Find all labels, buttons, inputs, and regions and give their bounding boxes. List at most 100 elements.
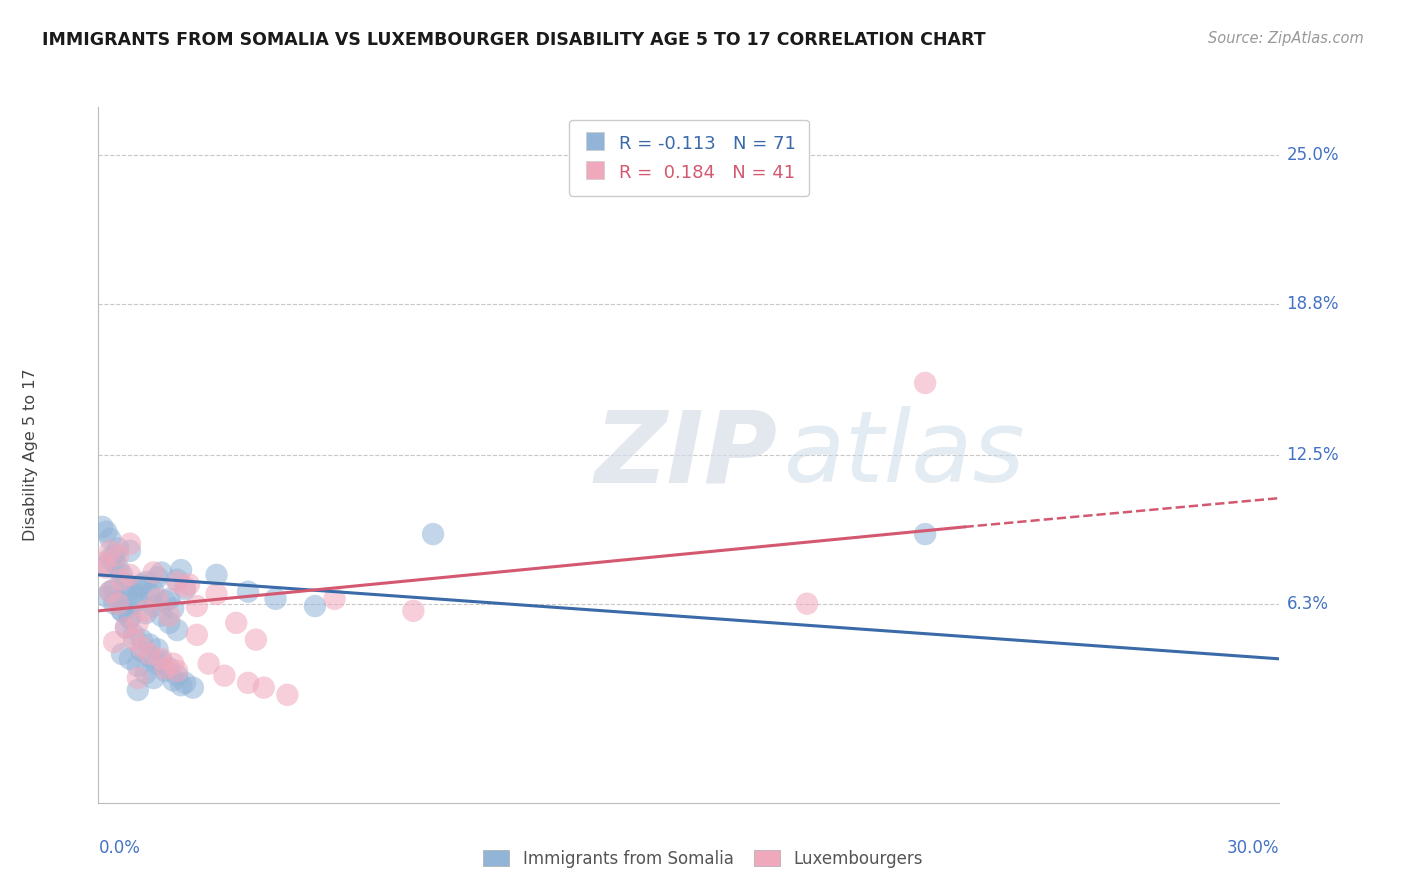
Text: 12.5%: 12.5%: [1286, 446, 1339, 464]
Point: [174, 676, 197, 690]
Point: [146, 642, 169, 657]
Point: [96, 560, 118, 574]
Text: atlas: atlas: [783, 407, 1025, 503]
Point: [162, 601, 184, 615]
Point: [107, 560, 129, 574]
Point: [118, 611, 141, 625]
Point: [214, 668, 236, 682]
Point: [118, 611, 141, 625]
Point: [236, 676, 259, 690]
Point: [111, 567, 134, 582]
Point: [150, 652, 173, 666]
Point: [142, 584, 165, 599]
Point: [162, 673, 184, 688]
Point: [166, 573, 188, 587]
Legend: Immigrants from Somalia, Luxembourgers: Immigrants from Somalia, Luxembourgers: [477, 844, 929, 875]
Point: [157, 608, 180, 623]
Point: [245, 632, 267, 647]
Text: 6.3%: 6.3%: [1286, 595, 1329, 613]
Text: ZIP: ZIP: [595, 407, 778, 503]
Point: [225, 615, 247, 630]
Point: [236, 584, 259, 599]
Text: Disability Age 5 to 17: Disability Age 5 to 17: [24, 368, 38, 541]
Point: [162, 657, 184, 671]
Point: [174, 582, 197, 597]
Point: [127, 580, 149, 594]
Point: [107, 597, 129, 611]
Point: [142, 566, 165, 580]
Point: [422, 527, 444, 541]
Point: [91, 556, 114, 570]
Point: [170, 678, 193, 692]
Point: [103, 635, 125, 649]
Point: [205, 567, 228, 582]
Point: [177, 577, 200, 591]
Point: [111, 604, 134, 618]
Point: [402, 604, 425, 618]
Point: [103, 582, 125, 597]
Point: [107, 594, 129, 608]
Point: [174, 580, 197, 594]
Point: [138, 587, 160, 601]
Point: [135, 604, 157, 618]
Point: [166, 668, 188, 682]
Point: [118, 567, 141, 582]
Text: 18.8%: 18.8%: [1286, 294, 1339, 313]
Point: [135, 575, 157, 590]
Point: [131, 632, 153, 647]
Text: 25.0%: 25.0%: [1286, 146, 1339, 164]
Point: [122, 597, 145, 611]
Point: [127, 591, 149, 606]
Point: [150, 566, 173, 580]
Point: [115, 621, 138, 635]
Point: [107, 549, 129, 563]
Point: [96, 524, 118, 539]
Point: [122, 628, 145, 642]
Text: IMMIGRANTS FROM SOMALIA VS LUXEMBOURGER DISABILITY AGE 5 TO 17 CORRELATION CHART: IMMIGRANTS FROM SOMALIA VS LUXEMBOURGER …: [42, 31, 986, 49]
Point: [253, 681, 276, 695]
Point: [138, 647, 160, 661]
Point: [98, 544, 121, 558]
Point: [186, 628, 208, 642]
Point: [157, 661, 180, 675]
Point: [103, 556, 125, 570]
Point: [186, 599, 208, 613]
Point: [107, 541, 129, 556]
Point: [127, 615, 149, 630]
Point: [96, 590, 118, 604]
Point: [146, 657, 169, 671]
Point: [96, 558, 118, 573]
Point: [103, 597, 125, 611]
Text: Source: ZipAtlas.com: Source: ZipAtlas.com: [1208, 31, 1364, 46]
Point: [111, 604, 134, 618]
Point: [155, 661, 177, 675]
Point: [118, 537, 141, 551]
Point: [170, 563, 193, 577]
Point: [264, 591, 287, 606]
Point: [150, 608, 173, 623]
Point: [166, 664, 188, 678]
Text: 30.0%: 30.0%: [1227, 838, 1279, 857]
Point: [118, 544, 141, 558]
Point: [98, 584, 121, 599]
Point: [131, 640, 153, 654]
Point: [142, 671, 165, 685]
Point: [135, 666, 157, 681]
Point: [914, 376, 936, 390]
Point: [115, 577, 138, 591]
Point: [91, 520, 114, 534]
Point: [127, 671, 149, 685]
Point: [914, 527, 936, 541]
Point: [150, 654, 173, 668]
Point: [796, 597, 818, 611]
Point: [157, 591, 180, 606]
Point: [138, 649, 160, 664]
Text: 0.0%: 0.0%: [98, 838, 141, 857]
Point: [111, 647, 134, 661]
Point: [138, 637, 160, 651]
Point: [181, 681, 204, 695]
Point: [157, 615, 180, 630]
Point: [122, 632, 145, 647]
Point: [103, 549, 125, 563]
Point: [98, 551, 121, 566]
